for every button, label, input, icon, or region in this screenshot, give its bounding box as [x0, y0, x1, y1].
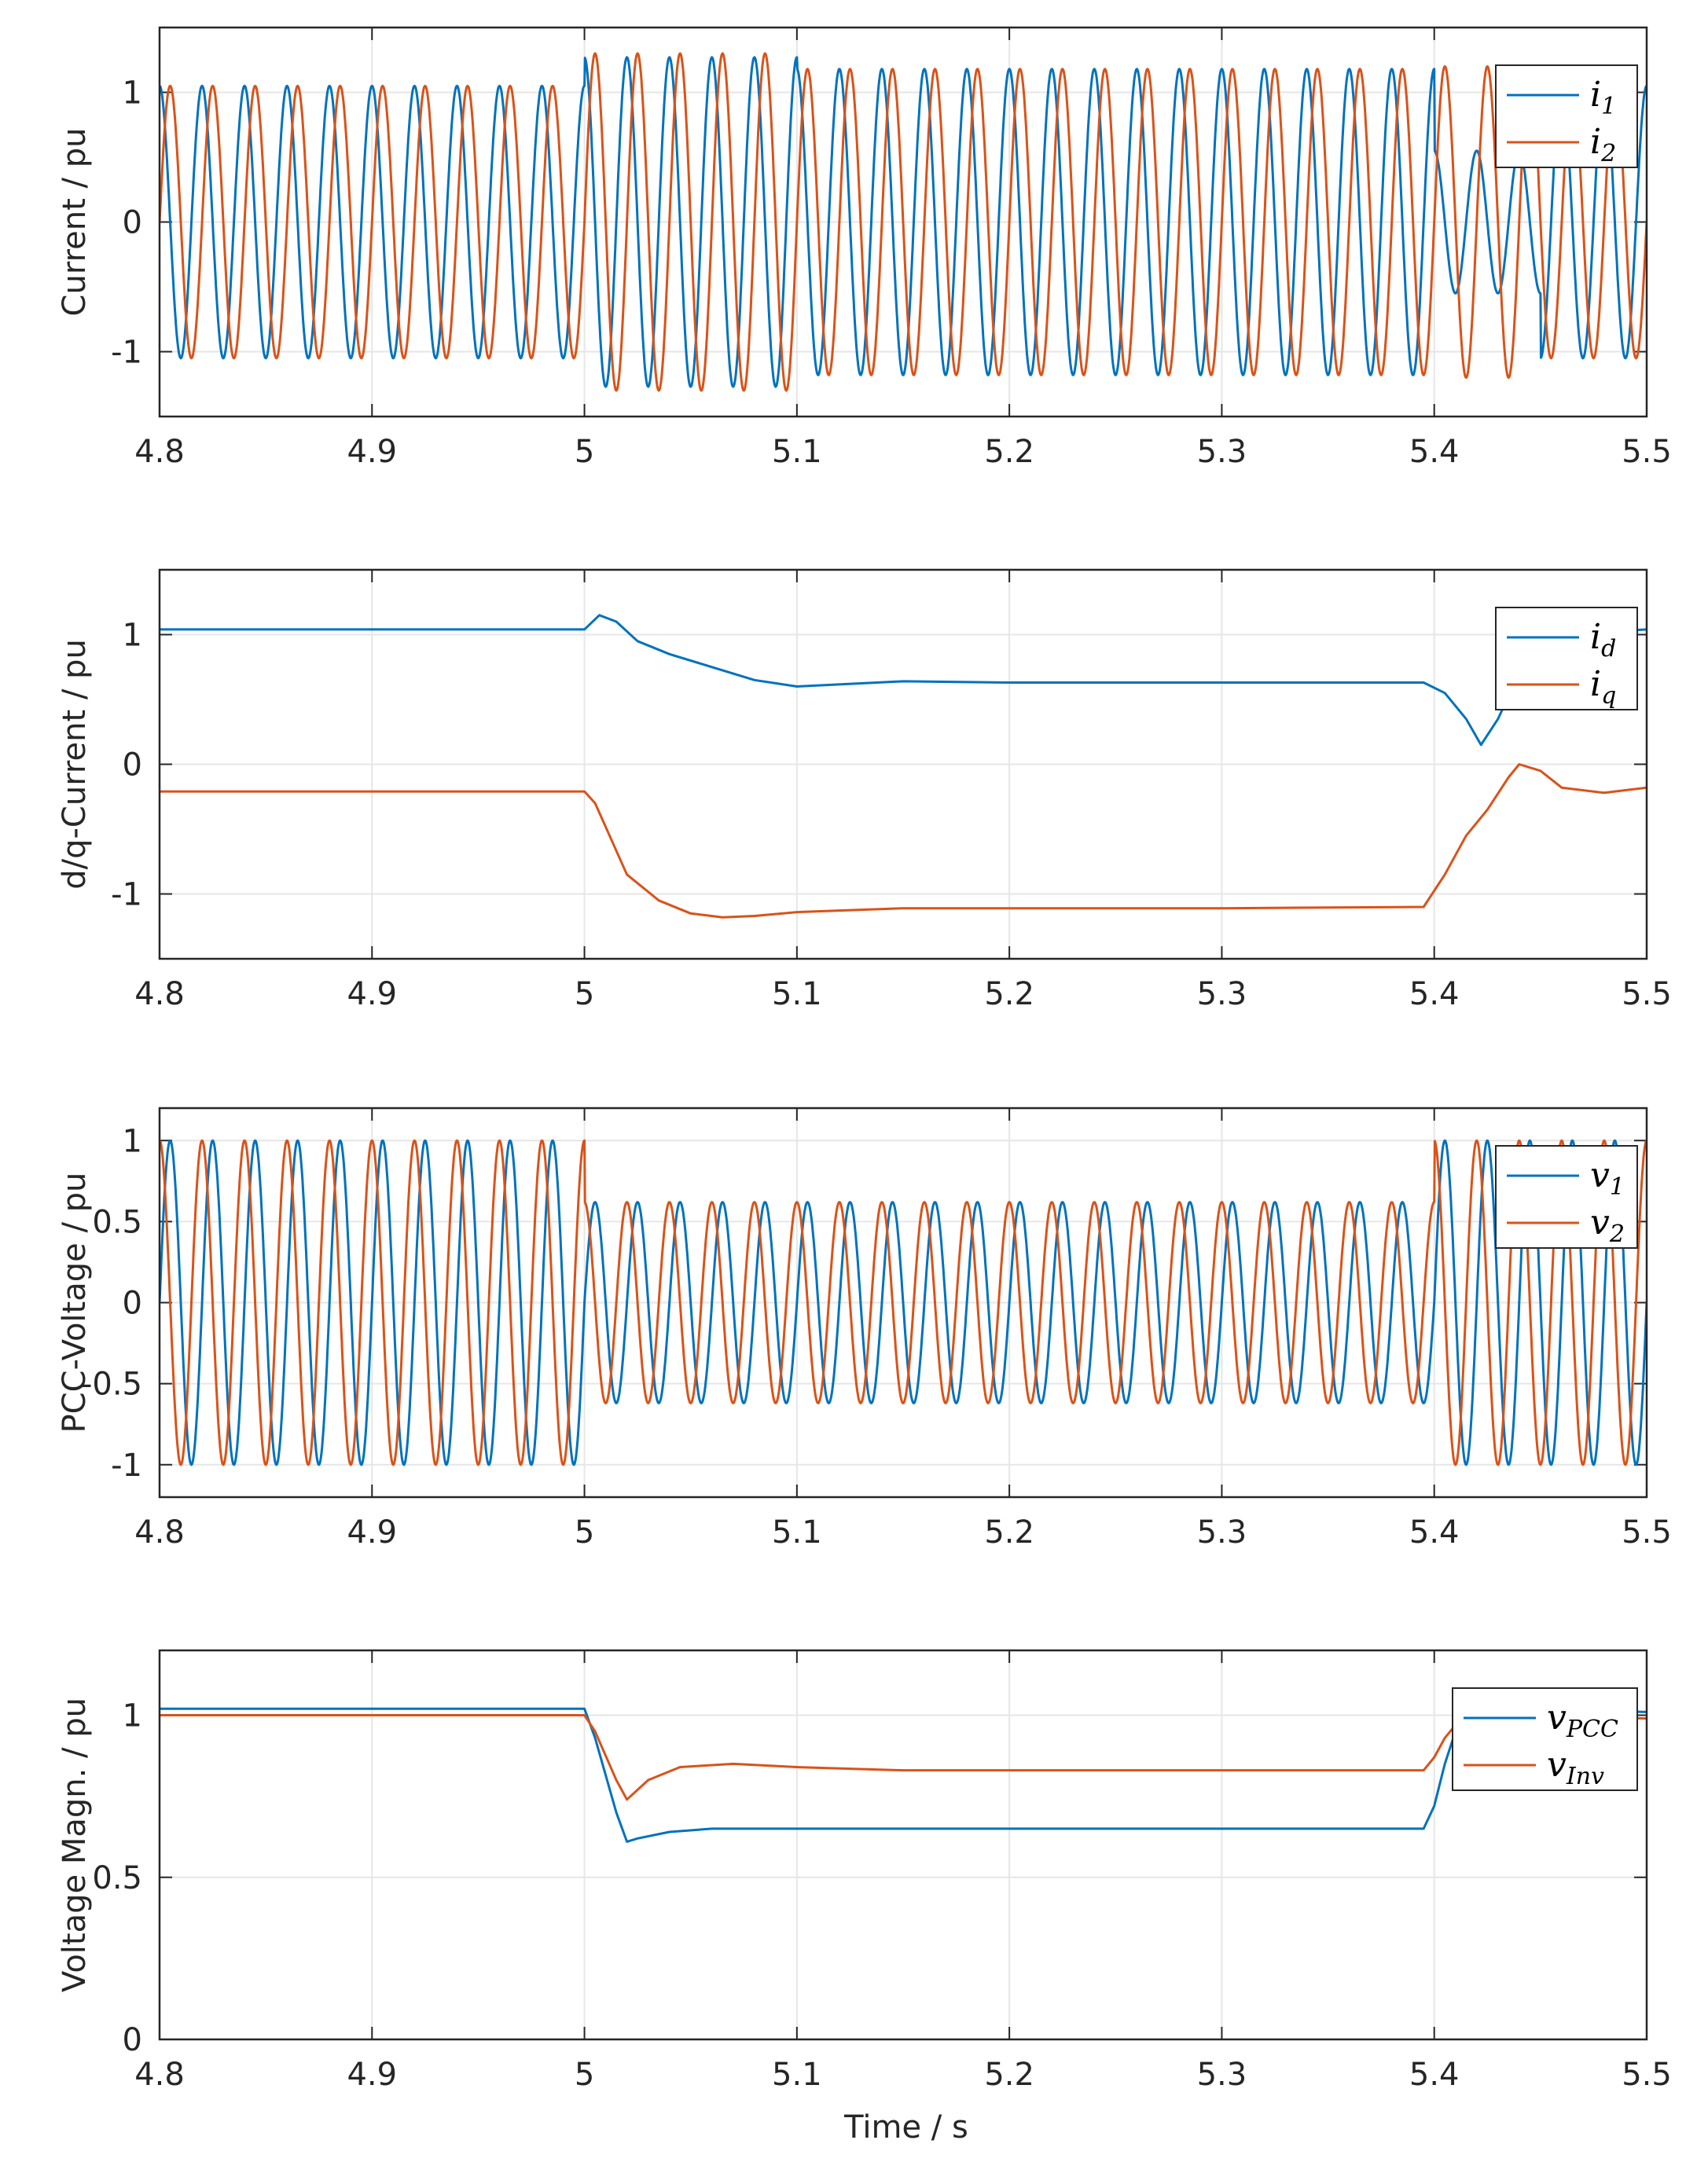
series-group [160, 1139, 1647, 1466]
y-tick-label: -1 [111, 335, 142, 371]
x-tick-label: 5.3 [1197, 1514, 1247, 1551]
x-tick-label: 4.8 [134, 434, 185, 470]
legend-label-base: i [1590, 617, 1601, 657]
y-tick-label: -1 [111, 1448, 142, 1484]
legend-label-base: v [1590, 1202, 1610, 1243]
y-axis-label: d/q-Current / pu [57, 639, 93, 890]
x-tick-label: 4.9 [347, 1514, 397, 1551]
x-tick-label: 5.3 [1197, 2057, 1247, 2093]
legend-box [1495, 64, 1638, 168]
legend-label-base: v [1590, 1155, 1610, 1195]
x-tick-label: 5.2 [984, 976, 1034, 1012]
y-tick-label: 1 [123, 618, 142, 654]
legend-label-base: i [1590, 122, 1601, 162]
series-line-iq [160, 763, 1647, 919]
legend-label-iq: iq [1590, 664, 1616, 710]
y-tick-label: 0 [123, 747, 142, 784]
y-tick-label: 0.5 [92, 1204, 142, 1240]
y-tick-label: 0 [123, 1286, 142, 1322]
y-tick-label: -1 [111, 877, 142, 913]
y-tick-label: 0 [123, 2022, 142, 2058]
x-tick-label: 5.2 [984, 1514, 1034, 1551]
x-tick-label: 4.8 [134, 2057, 185, 2093]
y-tick-label: 0.5 [92, 1860, 142, 1896]
x-tick-label: 5.1 [772, 1514, 822, 1551]
legend-label-v1: v1 [1590, 1155, 1625, 1201]
legend-label-base: i [1590, 664, 1601, 704]
x-tick-label: 5.4 [1409, 1514, 1460, 1551]
x-tick-label: 5.2 [984, 434, 1034, 470]
x-tick-label: 5.5 [1622, 976, 1672, 1012]
legend-label-base: v [1547, 1745, 1567, 1785]
x-tick-label: 5.4 [1409, 2057, 1460, 2093]
series-group [160, 52, 1647, 392]
legend-label-subscript: Inv [1566, 1763, 1604, 1790]
dq-current-chart: 4.8 4.9 5 5.1 5.2 5.3 5.4 5.5 -1 0 1 d/q-Current / … [57, 568, 1672, 1012]
x-tick-label: 5.3 [1197, 976, 1247, 1012]
legend-label-subscript: PCC [1566, 1716, 1618, 1743]
pcc-voltage-chart: 4.8 4.9 5 5.1 5.2 5.3 5.4 5.5 -1 -0.5 0 0.5 1 PCC-Vol… [57, 1107, 1672, 1551]
x-tick-label: 5.1 [772, 976, 822, 1012]
legend-label-subscript: q [1601, 682, 1616, 710]
legend-label-subscript: d [1601, 635, 1616, 663]
axes-box [158, 26, 1648, 418]
x-tick-label: 4.9 [347, 434, 397, 470]
x-tick-label: 5 [575, 434, 594, 470]
x-tick-label: 5.5 [1622, 2057, 1672, 2093]
series-line-v2 [160, 1139, 1647, 1466]
legend-label-base: i [1590, 75, 1601, 115]
x-tick-label: 5.1 [772, 434, 822, 470]
legend-label-vInv: vInv [1547, 1745, 1604, 1790]
y-axis-label: PCC-Voltage / pu [57, 1173, 93, 1433]
y-tick-label: 1 [123, 75, 142, 112]
y-tick-label: 1 [123, 1123, 142, 1159]
x-tick-label: 5.4 [1409, 434, 1460, 470]
legend-box [1495, 1145, 1638, 1249]
legend-label-base: v [1547, 1698, 1567, 1738]
axes-box [158, 568, 1648, 960]
legend-label-i2: i2 [1590, 122, 1616, 167]
axes-box [158, 1649, 1648, 2041]
legend-label-v2: v2 [1590, 1202, 1625, 1248]
legend-box [1452, 1687, 1638, 1791]
x-tick-label: 4.8 [134, 1514, 185, 1551]
x-tick-label: 5.3 [1197, 434, 1247, 470]
legend-label-subscript: 2 [1609, 1220, 1625, 1248]
x-tick-label: 5 [575, 976, 594, 1012]
y-tick-label: -0.5 [81, 1367, 142, 1403]
x-tick-label: 4.9 [347, 976, 397, 1012]
legend-label-subscript: 2 [1600, 140, 1616, 167]
legend-box [1495, 607, 1638, 710]
y-axis-label: Current / pu [57, 128, 93, 317]
axes-box [158, 1107, 1648, 1499]
x-tick-label: 5.5 [1622, 1514, 1672, 1551]
series-line-i1 [160, 56, 1647, 388]
legend-label-id: id [1590, 617, 1616, 663]
legend-label-vPCC: vPCC [1547, 1698, 1618, 1743]
y-tick-label: 1 [123, 1698, 142, 1734]
x-tick-label: 5.2 [984, 2057, 1034, 2093]
x-tick-label: 5.4 [1409, 976, 1460, 1012]
y-tick-label: 0 [123, 205, 142, 241]
series-line-i2 [160, 52, 1647, 392]
x-tick-label: 4.8 [134, 976, 185, 1012]
x-tick-label: 5.1 [772, 2057, 822, 2093]
x-tick-label: 5 [575, 2057, 594, 2093]
x-tick-label: 5.5 [1622, 434, 1672, 470]
y-axis-label: Voltage Magn. / pu [57, 1698, 93, 1992]
voltage-magnitude-chart: 4.8 4.9 5 5.1 5.2 5.3 5.4 5.5 0 0.5 1 Voltage Magn.… [57, 1649, 1672, 2093]
x-axis-label: Time / s [843, 2109, 968, 2145]
legend-label-i1: i1 [1590, 75, 1616, 120]
legend-label-subscript: 1 [1601, 93, 1616, 120]
series-line-v1 [160, 1139, 1647, 1466]
x-tick-label: 5 [575, 1514, 594, 1551]
legend-label-subscript: 1 [1610, 1173, 1625, 1201]
x-tick-label: 4.9 [347, 2057, 397, 2093]
